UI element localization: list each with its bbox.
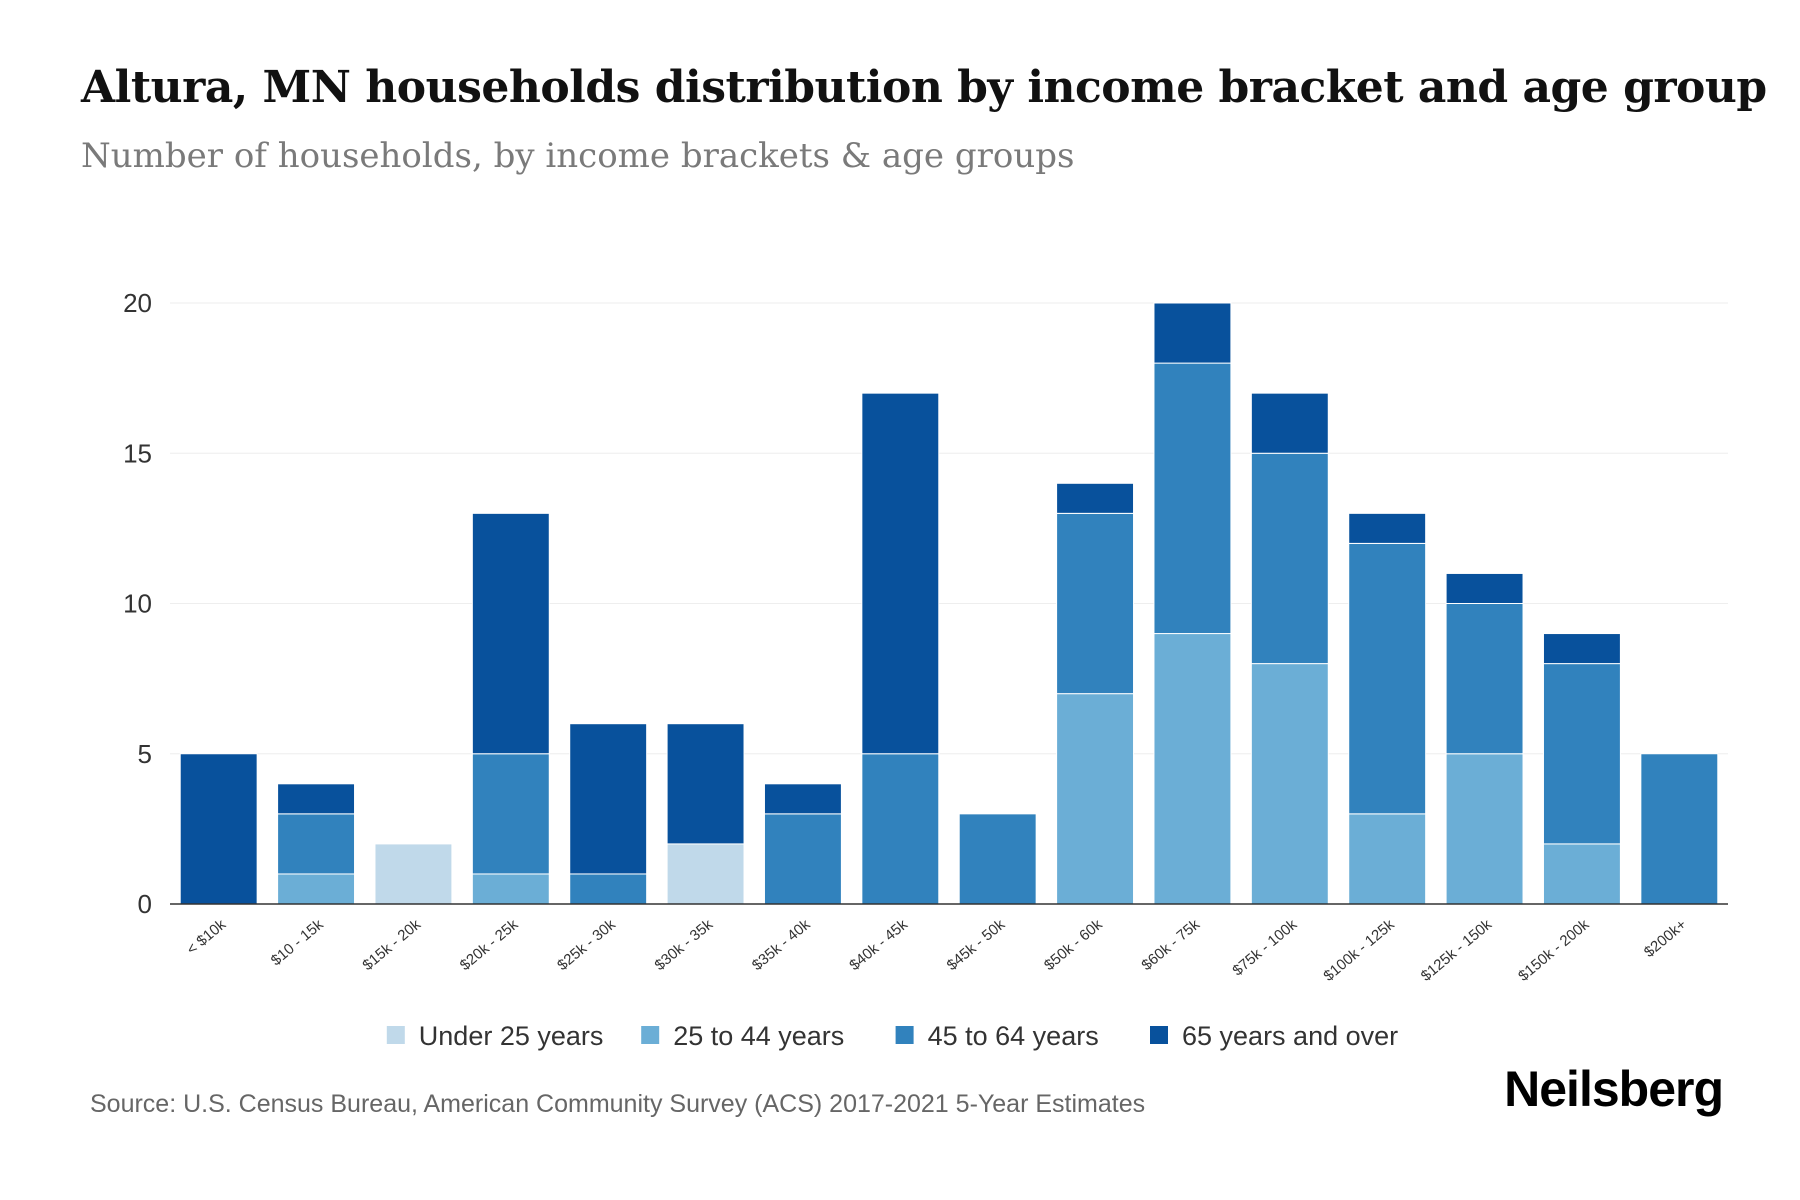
bar-segment--40k-45k-series-3: [861, 392, 940, 755]
y-tick-label: 10: [123, 589, 152, 619]
y-tick-label: 5: [138, 739, 152, 769]
x-tick-label: $50k - 60k: [1041, 916, 1106, 974]
y-tick-label: 15: [123, 438, 152, 468]
bar-segment--125k-150k-series-3: [1445, 572, 1524, 605]
legend-swatch: [1150, 1026, 1168, 1044]
x-tick-label: < $10k: [184, 916, 230, 959]
bar-segment--60k-75k-series-2: [1153, 362, 1232, 635]
x-tick-label: $15k - 20k: [359, 916, 424, 974]
bar-segment--20k-25k-series-2: [471, 753, 550, 875]
bar-segment--150k-200k-series-3: [1542, 633, 1621, 665]
x-tick-label: $30k - 35k: [652, 916, 717, 974]
bar-segment--10-15k-series-2: [277, 813, 356, 875]
x-tick-label: $100k - 125k: [1320, 916, 1398, 985]
bar-segment--60k-75k-series-1: [1153, 633, 1232, 905]
x-tick-label: $200k+: [1641, 916, 1690, 961]
bar-segment--150k-200k-series-2: [1542, 663, 1621, 845]
x-tick-label: $75k - 100k: [1229, 916, 1300, 980]
bar-segment--75k-100k-series-2: [1250, 452, 1329, 665]
bar-segment--100k-125k-series-2: [1348, 542, 1427, 815]
x-tick-label: $25k - 30k: [554, 916, 619, 974]
x-tick-label: $45k - 50k: [944, 916, 1009, 974]
bar-segment--60k-75k-series-3: [1153, 302, 1232, 364]
legend-label: 65 years and over: [1182, 1021, 1398, 1051]
x-tick-label: $35k - 40k: [749, 916, 814, 974]
bar-segment--25k-30k-series-2: [569, 873, 648, 905]
bar-segment--15k-20k-series-0: [374, 843, 453, 905]
bar-segment--50k-60k-series-2: [1056, 512, 1135, 695]
y-tick-label: 0: [138, 889, 152, 919]
bar-segment--10-15k-series-3: [277, 783, 356, 815]
bar-segment--200k--series-2: [1640, 753, 1719, 905]
bar-segment--150k-200k-series-1: [1542, 843, 1621, 905]
x-tick-label: $150k - 200k: [1515, 916, 1593, 985]
bar-segment--20k-25k-series-3: [471, 512, 550, 755]
bar-segment--40k-45k-series-2: [861, 753, 940, 905]
brand-logo: Neilsberg: [1504, 1061, 1724, 1117]
x-tick-label: $20k - 25k: [457, 916, 522, 974]
bars: [179, 302, 1719, 905]
bar-segment--75k-100k-series-1: [1250, 663, 1329, 905]
bar-segment--125k-150k-series-1: [1445, 753, 1524, 905]
bar-segment--50k-60k-series-1: [1056, 693, 1135, 905]
x-tick-label: $40k - 45k: [846, 916, 911, 974]
bar-segment--30k-35k-series-0: [666, 843, 745, 905]
y-tick-label: 20: [123, 288, 152, 318]
bar-segment--25k-30k-series-3: [569, 723, 648, 875]
legend-label: 25 to 44 years: [673, 1021, 844, 1051]
x-tick-label: $125k - 150k: [1418, 916, 1496, 985]
chart-subtitle: Number of households, by income brackets…: [81, 136, 1075, 176]
y-axis-ticks: 0 5 10 15 20: [123, 288, 152, 919]
bar-segment--10k-series-3: [179, 753, 258, 905]
source-note: Source: U.S. Census Bureau, American Com…: [90, 1090, 1146, 1118]
chart-title: Altura, MN households distribution by in…: [81, 62, 1767, 113]
bar-segment--125k-150k-series-2: [1445, 603, 1524, 755]
x-axis-ticks: < $10k $10 - 15k $15k - 20k $20k - 25k $25k …: [184, 916, 1691, 985]
bar-segment--10-15k-series-1: [277, 873, 356, 905]
bar-segment--35k-40k-series-3: [763, 783, 842, 815]
legend-label: 45 to 64 years: [928, 1021, 1099, 1051]
bar-segment--30k-35k-series-3: [666, 723, 745, 845]
legend-swatch: [895, 1026, 914, 1044]
x-tick-label: $10 - 15k: [268, 916, 327, 970]
bar-segment--75k-100k-series-3: [1250, 392, 1329, 454]
bar-segment--20k-25k-series-1: [471, 873, 550, 905]
stacked-bar-chart: 0 5 10 15 20 < $10k $10 - 15k $15k - 20k $20k -…: [123, 288, 1728, 1051]
bar-segment--35k-40k-series-2: [763, 813, 842, 905]
legend-label: Under 25 years: [419, 1021, 604, 1051]
legend-swatch: [386, 1026, 405, 1044]
bar-segment--45k-50k-series-2: [958, 813, 1037, 905]
bar-segment--100k-125k-series-1: [1348, 813, 1427, 905]
bar-segment--50k-60k-series-3: [1056, 482, 1135, 514]
legend-swatch: [641, 1026, 660, 1044]
x-tick-label: $60k - 75k: [1138, 916, 1203, 974]
legend: Under 25 years 25 to 44 years 45 to 64 yea…: [386, 1021, 1398, 1051]
bar-segment--100k-125k-series-3: [1348, 512, 1427, 544]
